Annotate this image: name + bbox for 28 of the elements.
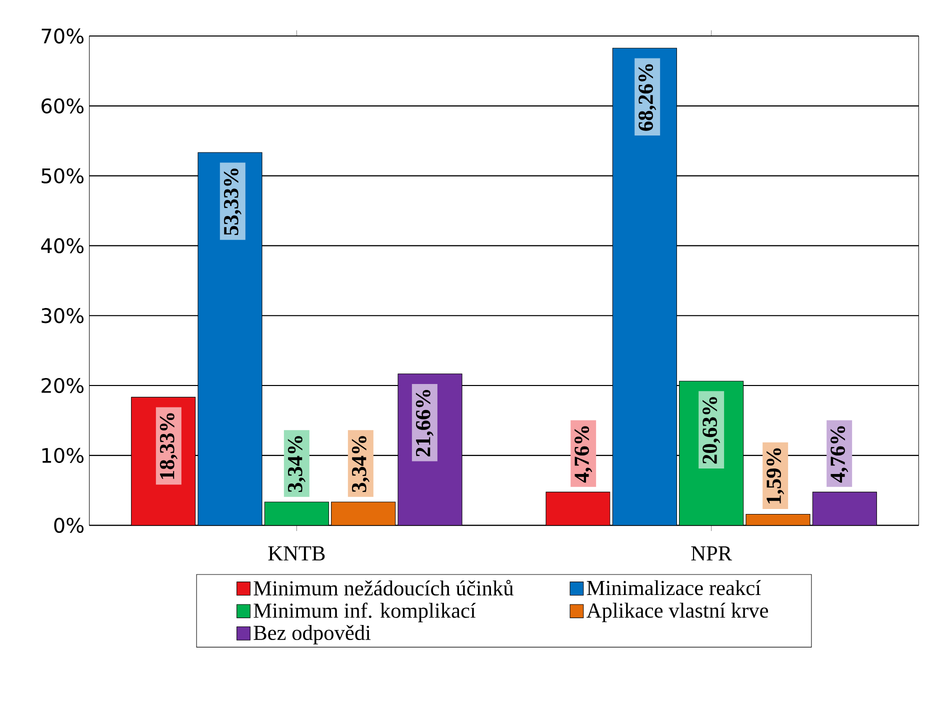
bar [546, 492, 610, 526]
legend-label: Aplikace vlastní krve [586, 602, 768, 622]
data-label: 4,76% [574, 426, 592, 482]
legend-label: Minimum inf. komplikací [254, 602, 476, 622]
y-tick-label: 40% [41, 238, 84, 254]
bar [331, 502, 396, 526]
x-tick-label: NPR [691, 546, 732, 560]
data-label: 68,26% [638, 64, 656, 131]
legend-label: Bez odpovědi [254, 624, 371, 644]
data-label: 18,33% [160, 413, 178, 479]
y-tick-label: 10% [42, 448, 84, 463]
data-label: 53,33% [224, 168, 242, 235]
data-label: 4,76% [830, 426, 848, 482]
y-tick-label: 30% [42, 308, 84, 324]
data-label: 21,66% [416, 390, 434, 456]
data-label: 3,34% [352, 436, 370, 492]
data-label: 1,59% [766, 448, 784, 504]
y-tick-label: 0% [54, 518, 84, 533]
y-tick-label: 70% [42, 28, 84, 44]
y-tick-label: 60% [42, 98, 84, 114]
legend-label: Minimum nežádoucích účinků [254, 580, 514, 596]
x-tick-label: KNTB [268, 546, 325, 560]
legend-label: Minimalizace reakcí [586, 580, 761, 596]
data-label: 20,63% [702, 397, 720, 464]
y-tick-label: 20% [42, 378, 84, 393]
bar [746, 514, 810, 526]
data-label: 3,34% [288, 436, 306, 492]
y-tick-label: 50% [42, 168, 84, 184]
